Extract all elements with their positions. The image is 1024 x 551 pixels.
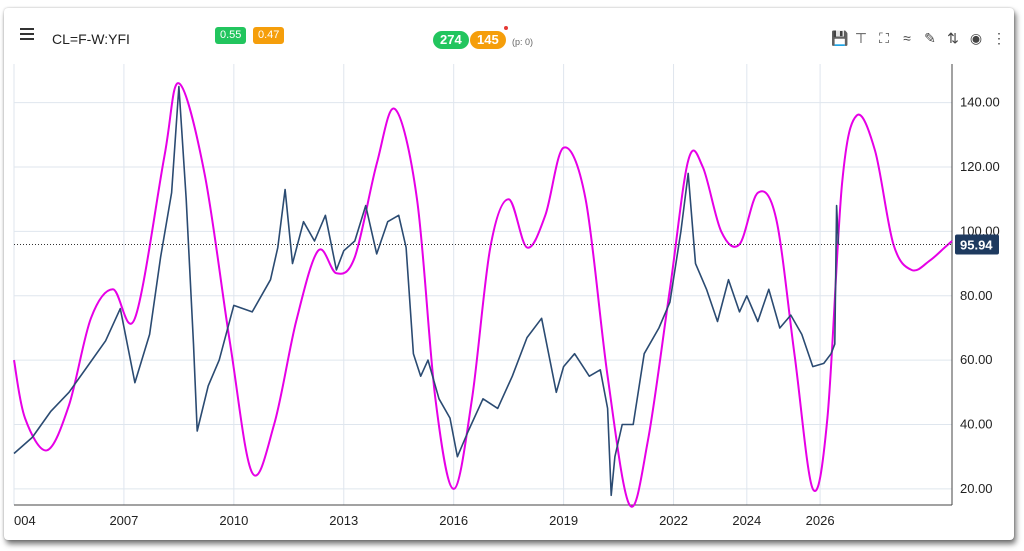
x-tick-label: 2016 <box>439 513 468 528</box>
symbol-label[interactable]: CL=F-W:YFI <box>52 31 130 47</box>
x-tick-label: 2010 <box>219 513 248 528</box>
x-tick-label: 2019 <box>549 513 578 528</box>
p-count: (p: 0) <box>512 37 534 47</box>
pin-icon[interactable]: ⊤ <box>854 30 868 46</box>
x-tick-label: 2024 <box>732 513 761 528</box>
x-tick-label: 2026 <box>806 513 835 528</box>
y-tick-label: 20.00 <box>960 481 993 496</box>
eye-icon[interactable]: ◉ <box>969 30 983 46</box>
price-line <box>13 85 840 497</box>
cycle-series <box>13 82 953 508</box>
y-tick-label: 80.00 <box>960 288 993 303</box>
count-pill-green: 274 <box>433 31 469 49</box>
more-icon[interactable]: ⋮ <box>992 30 1006 46</box>
x-tick-label: 004 <box>14 513 36 528</box>
fullscreen-icon[interactable]: ⛶ <box>879 30 889 46</box>
y-tick-label: 60.00 <box>960 352 993 367</box>
y-tick-label: 140.00 <box>960 95 1000 110</box>
y-tick-label: 40.00 <box>960 417 993 432</box>
hamburger-menu-icon[interactable] <box>20 28 34 40</box>
x-tick-label: 2007 <box>109 513 138 528</box>
save-icon[interactable]: 💾 <box>831 30 849 46</box>
count-pill-orange: 145 <box>470 31 506 49</box>
x-axis: 004 2007 2010 2013 2016 2019 2022 2024 2026 <box>14 513 835 528</box>
last-price-box <box>955 234 999 255</box>
toolbar-icons: 💾 ⊤ ⛶ ≈ ✎ ⇅ ◉ ⋮ <box>831 30 1006 46</box>
chart-window: 140.00 120.00 100.00 80.00 60.00 40.00 20.00 0… <box>4 8 1014 540</box>
last-price-value: 95.94 <box>960 237 993 252</box>
grid <box>13 64 953 506</box>
x-tick-label: 2013 <box>329 513 358 528</box>
compare-icon[interactable]: ⇅ <box>947 30 959 46</box>
alert-dot <box>504 26 508 30</box>
y-tick-label: 120.00 <box>960 159 1000 174</box>
indicator-icon[interactable]: ≈ <box>903 30 911 46</box>
correlation-badge-green: 0.55 <box>215 27 247 44</box>
draw-icon[interactable]: ✎ <box>924 30 936 46</box>
cycle-line <box>13 82 953 508</box>
last-price-label: 95.94 <box>955 234 999 255</box>
x-tick-label: 2022 <box>659 513 688 528</box>
correlation-badge-orange: 0.47 <box>253 27 285 44</box>
chart-toolbar: CL=F-W:YFI 0.55 0.47 274 145 (p: 0) 💾 ⊤ … <box>4 8 1014 56</box>
price-series <box>13 85 840 497</box>
